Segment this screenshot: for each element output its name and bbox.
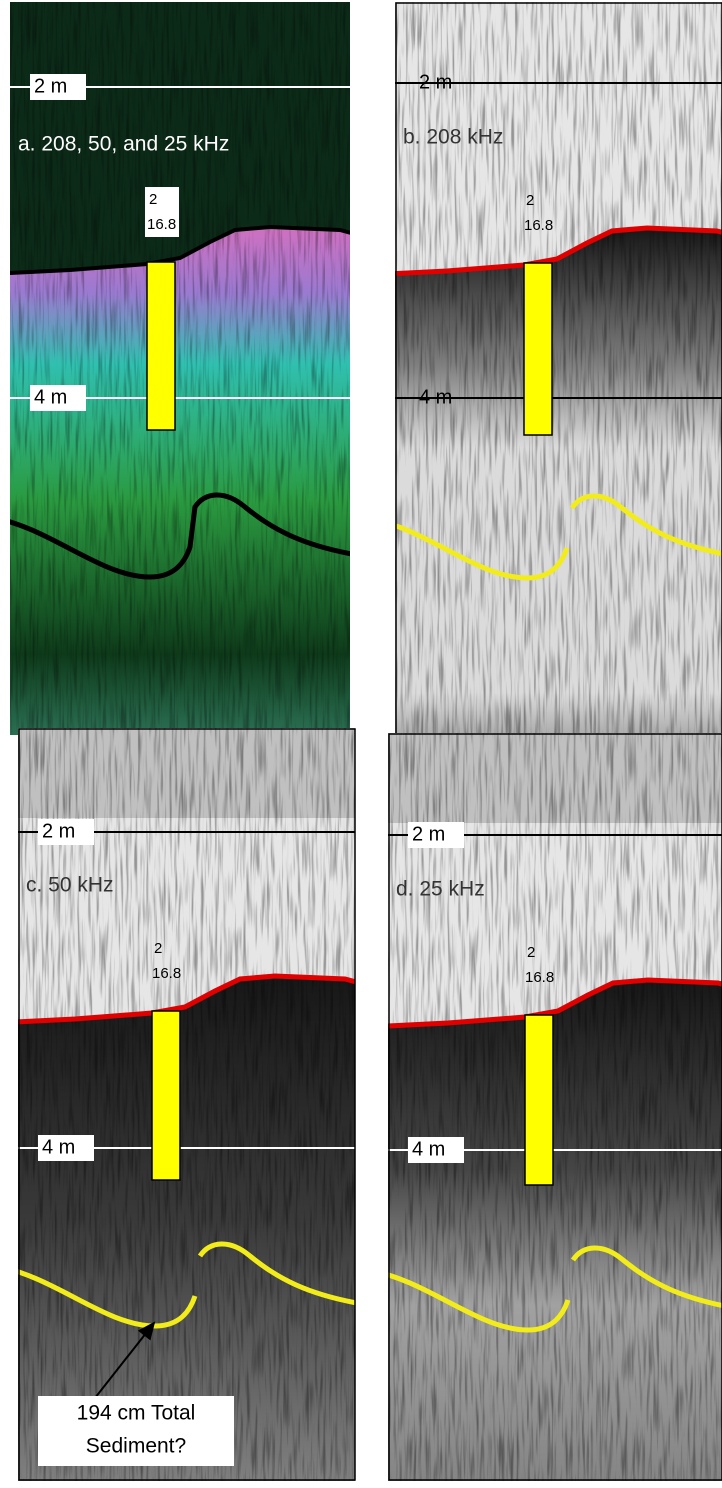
annotation-arrow: [94, 1321, 156, 1399]
panel-frame: [388, 733, 722, 1481]
core-label: 16.8: [524, 217, 553, 234]
depth-label: 4 m: [42, 1136, 75, 1158]
core-label: 2: [527, 944, 535, 961]
shifted: [10, 224, 350, 580]
shifted: [18, 973, 355, 1329]
core: [151, 1010, 181, 1181]
texture: [18, 728, 355, 1481]
depth-label-box: [38, 1135, 94, 1161]
core: [523, 262, 553, 436]
shifted: [395, 225, 722, 581]
panel: 2 m 4 m a. 208, 50, and 25 kHz 2 16.8: [10, 2, 350, 735]
panel: 2 m 4 m b. 208 kHz 2 16.8: [395, 2, 722, 735]
depth-label: 2 m: [34, 75, 67, 97]
seabed-line: [388, 977, 722, 1029]
core-label: 2: [154, 940, 162, 957]
shifted: [388, 977, 722, 1333]
seabed-line: [18, 973, 355, 1025]
depth-label: 2 m: [419, 71, 452, 93]
texture: [388, 733, 722, 1481]
core-label: 2: [149, 191, 157, 208]
subbottom-line: [388, 1245, 722, 1333]
subbottom-line: [395, 493, 722, 581]
texture: [395, 2, 722, 735]
depth-label-box: [408, 822, 464, 848]
annotation-box: [38, 1396, 234, 1466]
core-label: 2: [526, 192, 534, 209]
core-label: 16.8: [525, 969, 554, 986]
depth-label-box: [408, 1137, 464, 1163]
core-label-box: [145, 187, 179, 237]
core: [146, 261, 176, 431]
panel-label: c. 50 kHz: [26, 874, 114, 897]
depth-label-box: [30, 385, 86, 411]
depth-label: 4 m: [412, 1138, 445, 1160]
core-label: 16.8: [152, 965, 181, 982]
seabed-line: [10, 224, 350, 276]
depth-label: 2 m: [42, 820, 75, 842]
depth-label-box: [38, 819, 94, 845]
depth-label: 4 m: [419, 386, 452, 408]
core: [524, 1014, 554, 1186]
panel-label: a. 208, 50, and 25 kHz: [18, 133, 229, 156]
panel-label: d. 25 kHz: [396, 878, 485, 901]
annotation: Sediment?: [86, 1435, 186, 1458]
annotation: 194 cm Total: [77, 1402, 196, 1425]
texture: [10, 2, 350, 735]
panel-label: b. 208 kHz: [403, 126, 503, 149]
core-label: 16.8: [147, 216, 176, 233]
seabed-line: [395, 225, 722, 277]
panel: 2 m 4 m c. 50 kHz 2 16.8: [18, 728, 355, 1481]
depth-label-box: [30, 74, 86, 100]
subbottom-line: [18, 1241, 355, 1329]
panel: 2 m 4 m d. 25 kHz 2 16.8: [388, 733, 722, 1481]
depth-label: 2 m: [412, 823, 445, 845]
subbottom-line: [10, 492, 350, 580]
depth-label: 4 m: [34, 386, 67, 408]
panel-frame: [18, 728, 356, 1481]
